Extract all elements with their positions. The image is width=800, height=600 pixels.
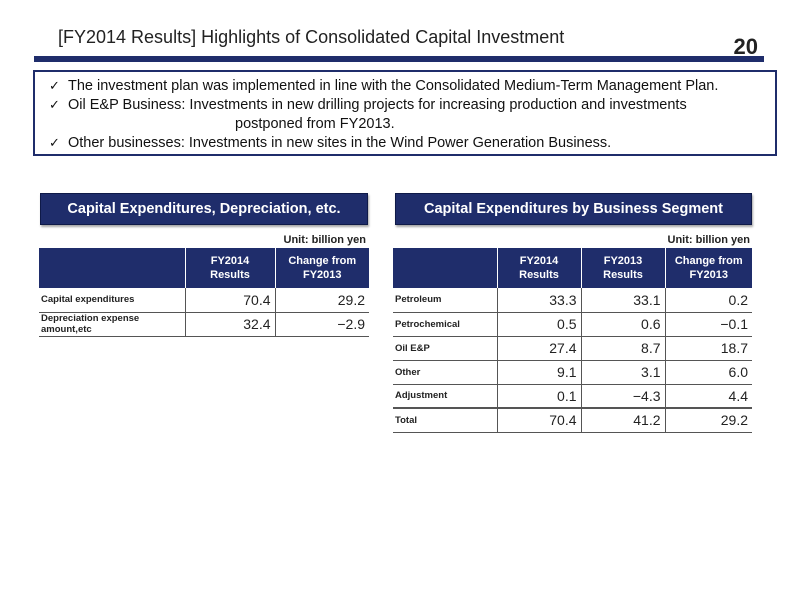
column-header — [39, 248, 185, 288]
table-cell: 6.0 — [665, 360, 752, 385]
column-header: Change from FY2013 — [274, 248, 369, 288]
column-header: FY2014 Results — [496, 248, 581, 288]
table-cell: 0.5 — [497, 312, 582, 337]
unit-label: Unit: billion yen — [283, 234, 367, 246]
highlight-item: ✓ Other businesses: Investments in new s… — [49, 134, 765, 153]
table-cell: 0.2 — [665, 288, 752, 313]
table-cell: 9.1 — [497, 360, 582, 385]
table-cell: 18.7 — [665, 336, 752, 361]
table-cell: 33.3 — [497, 288, 582, 313]
table-cell: 3.1 — [581, 360, 666, 385]
table-cell: 32.4 — [185, 312, 276, 337]
row-label: Oil E&P — [393, 336, 498, 361]
row-label: Depreciation expense amount,etc — [39, 312, 186, 337]
table-cell: 33.1 — [581, 288, 666, 313]
table-cell: −4.3 — [581, 384, 666, 409]
highlight-item: ✓ The investment plan was implemented in… — [49, 77, 765, 96]
page-number: 20 — [733, 34, 758, 59]
table-cell: 8.7 — [581, 336, 666, 361]
table-row: Adjustment 0.1 −4.3 4.4 — [393, 384, 752, 409]
highlight-text: Oil E&P Business: Investments in new dri… — [68, 97, 687, 113]
highlight-item-continuation: postponed from FY2013. — [49, 115, 765, 134]
table-cell: 70.4 — [185, 288, 276, 313]
table-row: Petrochemical 0.5 0.6 −0.1 — [393, 312, 752, 337]
checkmark-icon: ✓ — [49, 79, 60, 94]
table-cell: 0.6 — [581, 312, 666, 337]
table-cell: 70.4 — [497, 407, 582, 433]
highlight-text: Other businesses: Investments in new sit… — [68, 135, 612, 151]
highlights-box: ✓ The investment plan was implemented in… — [33, 70, 777, 156]
table-cell: 29.2 — [275, 288, 369, 313]
table-cell: 29.2 — [665, 407, 752, 433]
table-cell: 41.2 — [581, 407, 666, 433]
highlight-item: ✓ Oil E&P Business: Investments in new d… — [49, 96, 765, 115]
table-header-row: FY2014 Results FY2013 Results Change fro… — [393, 248, 752, 288]
row-label: Capital expenditures — [39, 288, 186, 313]
table-cell: −0.1 — [665, 312, 752, 337]
row-label: Other — [393, 360, 498, 385]
capex-depreciation-panel-title: Capital Expenditures, Depreciation, etc. — [40, 193, 368, 225]
table-row: Petroleum 33.3 33.1 0.2 — [393, 288, 752, 313]
checkmark-icon: ✓ — [49, 98, 60, 113]
table-row: Depreciation expense amount,etc 32.4 −2.… — [39, 312, 369, 337]
total-row: Total 70.4 41.2 29.2 — [393, 407, 752, 433]
table-cell: −2.9 — [275, 312, 369, 337]
capex-depreciation-table: FY2014 Results Change from FY2013 Capita… — [39, 248, 369, 337]
title-divider — [34, 56, 764, 62]
capex-by-segment-table: FY2014 Results FY2013 Results Change fro… — [393, 248, 752, 433]
highlight-text: postponed from FY2013. — [235, 116, 395, 132]
table-cell: 27.4 — [497, 336, 582, 361]
column-header: FY2013 Results — [580, 248, 665, 288]
table-cell: 4.4 — [665, 384, 752, 409]
row-label: Petrochemical — [393, 312, 498, 337]
unit-label: Unit: billion yen — [667, 234, 751, 246]
table-row: Oil E&P 27.4 8.7 18.7 — [393, 336, 752, 361]
row-label: Adjustment — [393, 384, 498, 409]
slide-title: [FY2014 Results] Highlights of Consolida… — [58, 27, 565, 47]
table-row: Other 9.1 3.1 6.0 — [393, 360, 752, 385]
table-row: Capital expenditures 70.4 29.2 — [39, 288, 369, 313]
column-header — [393, 248, 497, 288]
column-header: FY2014 Results — [184, 248, 275, 288]
capex-by-segment-panel-title: Capital Expenditures by Business Segment — [395, 193, 752, 225]
table-header-row: FY2014 Results Change from FY2013 — [39, 248, 369, 288]
row-label: Total — [393, 407, 498, 433]
row-label: Petroleum — [393, 288, 498, 313]
column-header: Change from FY2013 — [664, 248, 752, 288]
highlight-text: The investment plan was implemented in l… — [68, 78, 719, 94]
checkmark-icon: ✓ — [49, 136, 60, 151]
table-cell: 0.1 — [497, 384, 582, 409]
